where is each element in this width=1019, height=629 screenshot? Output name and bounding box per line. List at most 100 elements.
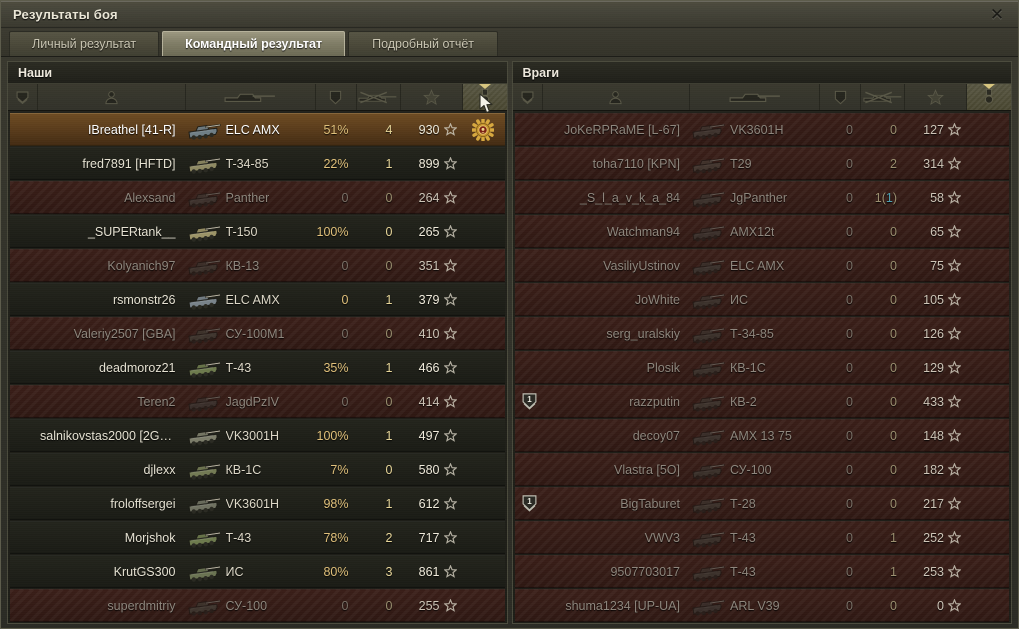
row-player-name-cell[interactable]: decoy07	[545, 420, 689, 451]
table-row[interactable]: froloffsergei VK3601H 98% 1 612	[10, 487, 505, 520]
player-name: rsmonstr26	[112, 292, 176, 307]
row-kills-cell: 3	[355, 556, 399, 587]
row-player-name-cell[interactable]: Valeriy2507 [GBA]	[40, 318, 184, 349]
enemies-column-header-medal[interactable]	[967, 84, 1011, 110]
star-icon	[948, 157, 961, 170]
row-player-name-cell[interactable]: KrutGS300	[40, 556, 184, 587]
row-capture-cell: 0	[818, 182, 859, 213]
enemies-column-header-rank[interactable]	[513, 84, 543, 110]
allies-column-header-vehicle[interactable]	[186, 84, 316, 110]
table-row[interactable]: fred7891 [HFTD] T-34-85 22% 1 899	[10, 147, 505, 180]
enemies-column-header-vehicle[interactable]	[690, 84, 820, 110]
allies-column-header-player[interactable]	[38, 84, 186, 110]
allies-column-header-capture[interactable]	[316, 84, 357, 110]
row-player-name-cell[interactable]: JoWhite	[545, 284, 689, 315]
table-row[interactable]: _SUPERtank__ T-150 100% 0 265	[10, 215, 505, 248]
table-row[interactable]: deadmoroz21 Т-43 35% 1 466	[10, 351, 505, 384]
allies-column-header-rank[interactable]	[8, 84, 38, 110]
row-player-name-cell[interactable]: fred7891 [HFTD]	[40, 148, 184, 179]
table-row[interactable]: KrutGS300 ИС 80% 3 861	[10, 555, 505, 588]
table-row[interactable]: Watchman94 AMX12t 0 0 65	[514, 215, 1009, 248]
close-icon[interactable]: ✕	[989, 4, 1005, 24]
row-player-name-cell[interactable]: BigTaburet	[545, 488, 689, 519]
row-vehicle-cell: Т-43	[688, 522, 818, 553]
table-row[interactable]: decoy07 AMX 13 75 0 0 148	[514, 419, 1009, 452]
row-player-name-cell[interactable]: Plosik	[545, 352, 689, 383]
row-player-name-cell[interactable]: Alexsand	[40, 182, 184, 213]
row-player-name-cell[interactable]: _S_l_a_v_k_a_84	[545, 182, 689, 213]
player-name: toha7110 [KPN]	[592, 156, 680, 171]
row-player-name-cell[interactable]: Teren2	[40, 386, 184, 417]
enemies-column-header-kills[interactable]	[861, 84, 905, 110]
enemies-column-header-capture[interactable]	[820, 84, 861, 110]
row-player-name-cell[interactable]: shuma1234 [UP-UA]	[545, 590, 689, 621]
allies-panel: Наши IBreathel [41-R] ELC AMX 51% 4 930 fred7…	[7, 61, 508, 624]
row-player-name-cell[interactable]: djlexx	[40, 454, 184, 485]
row-player-name-cell[interactable]: IBreathel [41-R]	[40, 114, 184, 145]
row-player-name-cell[interactable]: rsmonstr26	[40, 284, 184, 315]
table-row[interactable]: IBreathel [41-R] ELC AMX 51% 4 930	[10, 113, 505, 146]
row-player-name-cell[interactable]: JoKeRPRaME [L-67]	[545, 114, 689, 145]
row-player-name-cell[interactable]: superdmitriy	[40, 590, 184, 621]
table-row[interactable]: Plosik КВ-1С 0 0 129	[514, 351, 1009, 384]
enemies-column-header-xp[interactable]	[905, 84, 967, 110]
table-row[interactable]: Morjshok Т-43 78% 2 717	[10, 521, 505, 554]
vehicle-name: Т-43	[225, 360, 252, 375]
table-row[interactable]: toha7110 [KPN] T29 0 2 314	[514, 147, 1009, 180]
row-kills-cell: 1	[355, 352, 399, 383]
tab-3[interactable]: Подробный отчёт	[348, 31, 499, 56]
row-player-name-cell[interactable]: _SUPERtank__	[40, 216, 184, 247]
allies-column-header-medal[interactable]	[462, 84, 507, 110]
table-row[interactable]: Teren2 JagdPzIV 0 0 414	[10, 385, 505, 418]
table-row[interactable]: rsmonstr26 ELC AMX 0 1 379	[10, 283, 505, 316]
table-row[interactable]: Vlastra [5O] СУ-100 0 0 182	[514, 453, 1009, 486]
row-player-name-cell[interactable]: deadmoroz21	[40, 352, 184, 383]
table-row[interactable]: 1 razzputin КВ-2 0 0 433	[514, 385, 1009, 418]
allies-column-header-xp[interactable]	[401, 84, 463, 110]
row-player-name-cell[interactable]: razzputin	[545, 386, 689, 417]
row-player-name-cell[interactable]: salnikovstas2000 [2GTD]	[40, 420, 184, 451]
table-row[interactable]: Kolyanich97 КВ-13 0 0 351	[10, 249, 505, 282]
row-player-name-cell[interactable]: VasiliyUstinov	[545, 250, 689, 281]
row-player-name-cell[interactable]: serg_uralskiy	[545, 318, 689, 349]
table-row[interactable]: salnikovstas2000 [2GTD] VK3001H 100% 1 497	[10, 419, 505, 452]
vehicle-name: VK3601H	[730, 122, 784, 137]
row-player-name-cell[interactable]: 9507703017	[545, 556, 689, 587]
row-player-name-cell[interactable]: Morjshok	[40, 522, 184, 553]
table-row[interactable]: superdmitriy СУ-100 0 0 255	[10, 589, 505, 622]
table-row[interactable]: VWV3 Т-43 0 1 252	[514, 521, 1009, 554]
table-row[interactable]: Valeriy2507 [GBA] СУ-100М1 0 0 410	[10, 317, 505, 350]
table-row[interactable]: Alexsand Panther 0 0 264	[10, 181, 505, 214]
row-medal-cell	[461, 318, 505, 349]
table-row[interactable]: JoKeRPRaME [L-67] VK3601H 0 0 127	[514, 113, 1009, 146]
medal-icon	[477, 88, 493, 106]
tab-2[interactable]: Командный результат	[162, 31, 346, 56]
table-row[interactable]: serg_uralskiy Т-34-85 0 0 126	[514, 317, 1009, 350]
table-row[interactable]: _S_l_a_v_k_a_84 JgPanther 0 1(1) 58	[514, 181, 1009, 214]
allies-column-header-kills[interactable]	[357, 84, 401, 110]
table-row[interactable]: 1 BigTaburet Т-28 0 0 217	[514, 487, 1009, 520]
row-player-name-cell[interactable]: Kolyanich97	[40, 250, 184, 281]
row-medal-cell	[965, 590, 1009, 621]
vehicle-name: T29	[730, 156, 752, 171]
table-row[interactable]: djlexx КВ-1С 7% 0 580	[10, 453, 505, 486]
row-player-name-cell[interactable]: VWV3	[545, 522, 689, 553]
row-player-name-cell[interactable]: froloffsergei	[40, 488, 184, 519]
table-row[interactable]: shuma1234 [UP-UA] ARL V39 0 0 0	[514, 589, 1009, 622]
row-capture-cell: 0	[818, 454, 859, 485]
tab-1[interactable]: Личный результат	[9, 31, 160, 56]
row-player-name-cell[interactable]: Vlastra [5O]	[545, 454, 689, 485]
row-medal-cell	[461, 182, 505, 213]
table-row[interactable]: 9507703017 Т-43 0 1 253	[514, 555, 1009, 588]
table-row[interactable]: JoWhite ИС 0 0 105	[514, 283, 1009, 316]
tank-thumbnail	[184, 185, 224, 211]
row-player-name-cell[interactable]: toha7110 [KPN]	[545, 148, 689, 179]
tank-thumbnail	[688, 593, 728, 619]
row-rank-badge: 1	[515, 488, 545, 519]
enemies-column-header-player[interactable]	[543, 84, 690, 110]
enemies-panel: Враги JoKeRPRaME [L-67] VK3601H 0 0 127 toha7…	[511, 61, 1012, 624]
table-row[interactable]: VasiliyUstinov ELC AMX 0 0 75	[514, 249, 1009, 282]
row-player-name-cell[interactable]: Watchman94	[545, 216, 689, 247]
xp-value: 255	[418, 598, 440, 613]
